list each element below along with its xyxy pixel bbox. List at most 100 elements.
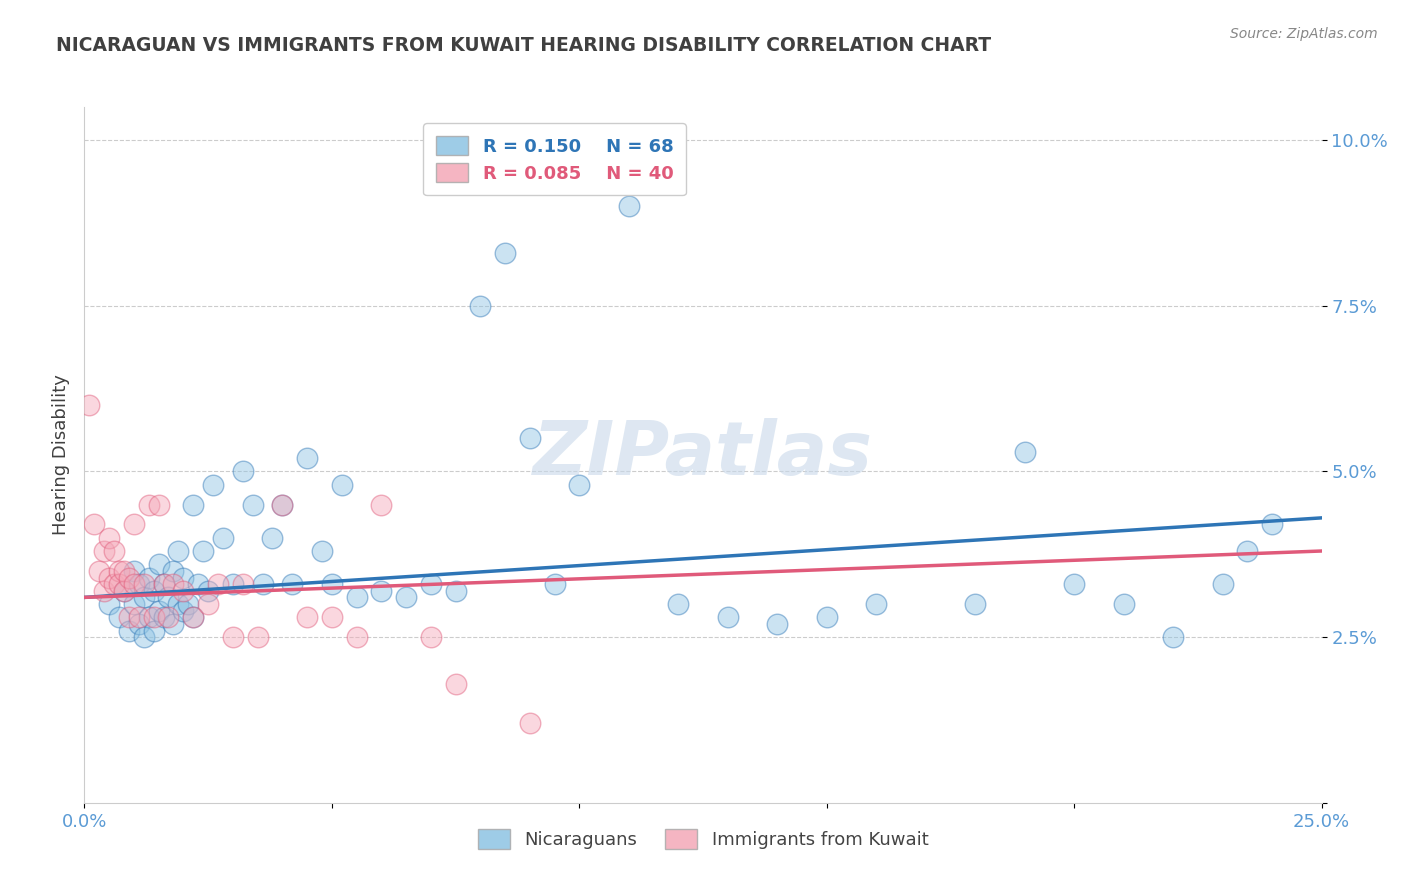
Point	[108, 564, 131, 578]
Point	[232, 577, 254, 591]
Point	[83, 517, 105, 532]
Point	[419, 577, 441, 591]
Text: ZIPatlas: ZIPatlas	[533, 418, 873, 491]
Point	[142, 583, 165, 598]
Point	[112, 583, 135, 598]
Point	[98, 570, 121, 584]
Point	[321, 577, 343, 591]
Point	[543, 577, 565, 591]
Point	[112, 564, 135, 578]
Point	[346, 591, 368, 605]
Y-axis label: Hearing Disability: Hearing Disability	[52, 375, 70, 535]
Point	[212, 531, 235, 545]
Point	[162, 577, 184, 591]
Point	[172, 604, 194, 618]
Point	[79, 398, 101, 412]
Point	[965, 597, 987, 611]
Point	[419, 630, 441, 644]
Point	[207, 577, 229, 591]
Point	[370, 583, 392, 598]
Point	[128, 616, 150, 631]
Point	[295, 451, 318, 466]
Point	[138, 498, 160, 512]
Point	[252, 577, 274, 591]
Point	[262, 531, 284, 545]
Point	[1063, 577, 1085, 591]
Point	[1261, 517, 1284, 532]
Point	[222, 577, 245, 591]
Point	[138, 570, 160, 584]
Point	[112, 583, 135, 598]
Point	[172, 583, 194, 598]
Point	[271, 498, 294, 512]
Point	[157, 610, 180, 624]
Point	[815, 610, 838, 624]
Point	[181, 610, 204, 624]
Point	[148, 604, 170, 618]
Point	[197, 583, 219, 598]
Point	[1212, 577, 1234, 591]
Point	[519, 431, 541, 445]
Point	[89, 564, 111, 578]
Point	[321, 610, 343, 624]
Point	[138, 610, 160, 624]
Text: NICARAGUAN VS IMMIGRANTS FROM KUWAIT HEARING DISABILITY CORRELATION CHART: NICARAGUAN VS IMMIGRANTS FROM KUWAIT HEA…	[56, 36, 991, 54]
Point	[98, 597, 121, 611]
Point	[232, 465, 254, 479]
Point	[1112, 597, 1135, 611]
Point	[395, 591, 418, 605]
Point	[118, 570, 141, 584]
Point	[197, 597, 219, 611]
Point	[246, 630, 269, 644]
Point	[128, 610, 150, 624]
Point	[181, 610, 204, 624]
Text: Source: ZipAtlas.com: Source: ZipAtlas.com	[1230, 27, 1378, 41]
Point	[122, 577, 145, 591]
Point	[177, 597, 200, 611]
Point	[122, 517, 145, 532]
Point	[132, 591, 155, 605]
Point	[152, 577, 174, 591]
Point	[330, 477, 353, 491]
Point	[191, 544, 214, 558]
Point	[222, 630, 245, 644]
Point	[666, 597, 689, 611]
Point	[108, 610, 131, 624]
Point	[93, 544, 115, 558]
Point	[148, 498, 170, 512]
Point	[122, 597, 145, 611]
Point	[370, 498, 392, 512]
Point	[162, 564, 184, 578]
Point	[148, 558, 170, 572]
Point	[202, 477, 225, 491]
Point	[242, 498, 264, 512]
Point	[162, 616, 184, 631]
Point	[152, 610, 174, 624]
Point	[494, 245, 516, 260]
Point	[568, 477, 591, 491]
Point	[128, 577, 150, 591]
Point	[132, 630, 155, 644]
Point	[142, 624, 165, 638]
Point	[98, 531, 121, 545]
Point	[152, 577, 174, 591]
Point	[519, 716, 541, 731]
Point	[295, 610, 318, 624]
Point	[157, 591, 180, 605]
Point	[167, 544, 190, 558]
Point	[172, 570, 194, 584]
Point	[311, 544, 333, 558]
Point	[142, 610, 165, 624]
Point	[470, 299, 492, 313]
Point	[617, 199, 640, 213]
Point	[118, 610, 141, 624]
Point	[103, 544, 125, 558]
Point	[271, 498, 294, 512]
Point	[1161, 630, 1184, 644]
Point	[132, 577, 155, 591]
Point	[281, 577, 304, 591]
Point	[122, 564, 145, 578]
Point	[1014, 444, 1036, 458]
Point	[118, 624, 141, 638]
Point	[865, 597, 887, 611]
